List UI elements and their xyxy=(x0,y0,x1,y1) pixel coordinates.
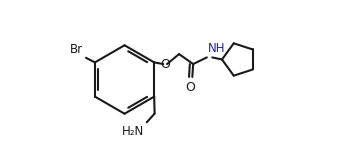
Text: H₂N: H₂N xyxy=(122,125,144,138)
Text: O: O xyxy=(186,81,196,94)
Text: O: O xyxy=(160,58,170,71)
Text: Br: Br xyxy=(70,43,83,56)
Text: NH: NH xyxy=(208,42,225,55)
